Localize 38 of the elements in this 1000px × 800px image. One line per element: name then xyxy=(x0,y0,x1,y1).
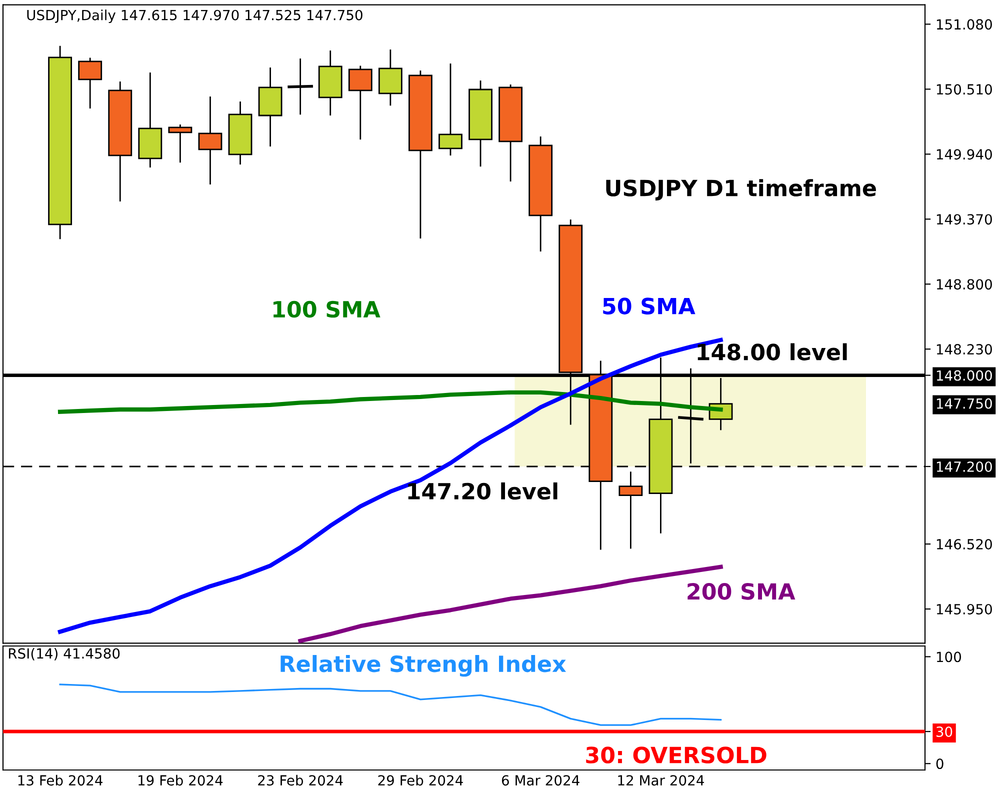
y-tick-label: 148.000 xyxy=(936,370,992,381)
y-tick-label: 147.200 xyxy=(936,461,992,472)
y-tick-label: 100 xyxy=(936,652,962,662)
x-tick-label: 23 Feb 2024 xyxy=(258,774,343,786)
y-tick-label: 148.230 xyxy=(936,344,992,355)
candlestick xyxy=(198,96,222,184)
x-tick-label: 6 Mar 2024 xyxy=(502,775,580,786)
series-label: 50 SMA xyxy=(603,298,696,314)
y-tick-label: 145.950 xyxy=(936,604,992,614)
x-tick-label: 12 Mar 2024 xyxy=(618,775,704,786)
y-tick-label: 148.800 xyxy=(936,279,992,290)
annotation: USDJPY D1 timeframe xyxy=(606,179,876,201)
ref-line-label: 30: OVERSOLD xyxy=(586,746,766,764)
y-tick-label: 0 xyxy=(936,758,944,770)
y-tick-label: 149.940 xyxy=(936,149,992,160)
candlestick xyxy=(348,66,372,140)
candlestick xyxy=(438,63,462,156)
y-tick-label: 30 xyxy=(936,726,952,737)
y-tick-label: 150.510 xyxy=(936,84,992,95)
text: 100 SMA xyxy=(273,300,380,318)
candlestick xyxy=(288,58,313,115)
x-tick-label: 13 Feb 2024 xyxy=(18,774,102,786)
x-tick-label: 19 Feb 2024 xyxy=(138,774,223,786)
line-series xyxy=(59,684,722,726)
y-tick-label: 146.520 xyxy=(936,538,992,550)
candlestick xyxy=(78,58,102,109)
chart-title: Relative Strengh Index xyxy=(280,655,566,677)
y-tick-label: 149.370 xyxy=(936,214,992,225)
y-tick-label: 151.080 xyxy=(936,19,992,30)
chart-title: USDJPY,Daily 147.615 147.970 147.525 147.750 xyxy=(27,10,362,24)
candlestick xyxy=(168,124,192,163)
ref-line-label: 148.00 level xyxy=(698,343,847,360)
x-tick-label: 29 Feb 2024 xyxy=(378,774,463,786)
ref-line-label: 147.20 level xyxy=(408,482,558,500)
annotation: RSI(14) 41.4580 xyxy=(8,648,120,660)
text: 147.750 xyxy=(936,398,992,409)
series-label: 200 SMA xyxy=(688,583,796,600)
candlestick xyxy=(618,472,643,549)
